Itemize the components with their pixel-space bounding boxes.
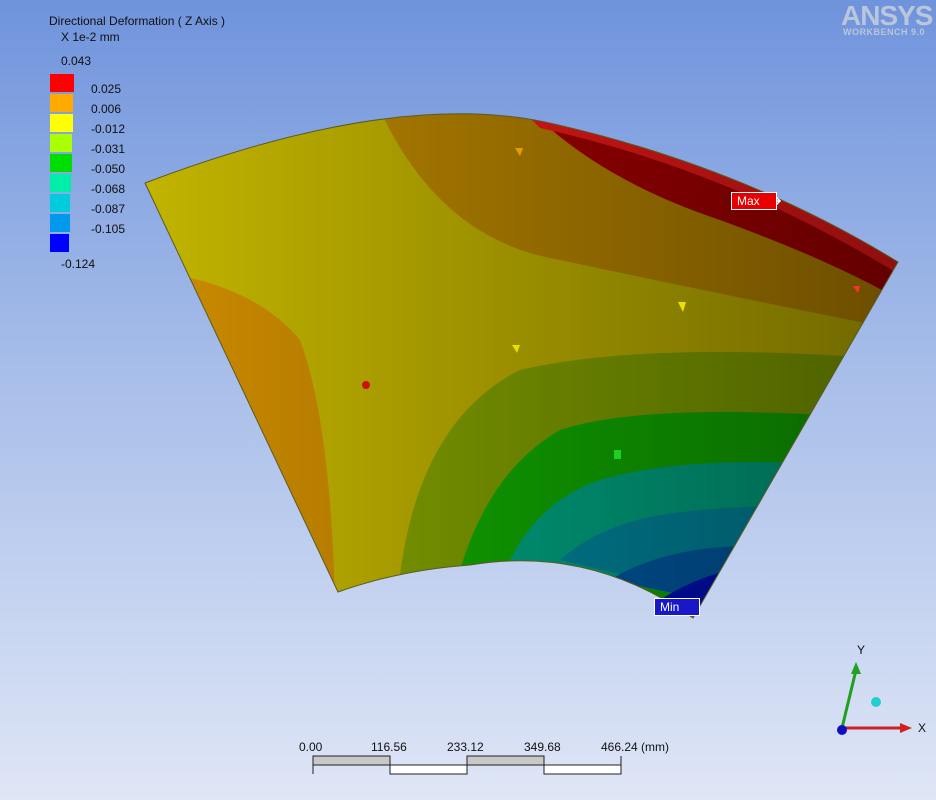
scale-tick-label: 466.24 (mm) — [601, 740, 670, 754]
legend-color-band — [50, 74, 74, 92]
node-marker — [678, 302, 686, 312]
scale-tick-label: 116.56 — [371, 740, 407, 754]
legend-band-label: -0.068 — [91, 182, 126, 196]
legend-color-band — [50, 174, 71, 192]
legend-color-band — [50, 154, 72, 172]
legend-max-value: 0.043 — [61, 54, 92, 68]
view-center-ball[interactable] — [871, 697, 881, 707]
contour-bands — [145, 113, 898, 619]
legend-color-band — [50, 134, 73, 152]
legend-band-label: -0.012 — [91, 122, 126, 136]
scale-bar-graphic — [312, 755, 622, 775]
legend-band-label: 0.025 — [91, 82, 122, 96]
legend-band-label: 0.006 — [91, 102, 122, 116]
node-marker — [512, 345, 520, 353]
scale-tick-label: 0.00 — [299, 740, 323, 754]
max-probe-label[interactable]: Max — [731, 192, 777, 210]
axis-triad[interactable]: Y X — [820, 640, 930, 740]
legend-color-band — [50, 114, 73, 132]
legend-color-band — [50, 234, 70, 252]
legend-color-band — [50, 214, 70, 232]
node-marker — [515, 148, 523, 156]
legend-band-label: -0.050 — [91, 162, 126, 176]
y-axis-line — [840, 669, 858, 729]
legend-min-value: -0.124 — [61, 257, 96, 271]
node-marker — [853, 286, 860, 293]
min-probe-label[interactable]: Min — [654, 598, 700, 616]
legend-band-label: -0.031 — [91, 142, 126, 156]
legend-color-band — [50, 194, 71, 212]
y-axis-label: Y — [857, 643, 865, 657]
sector-outline — [144, 113, 899, 619]
x-axis-label: X — [918, 721, 926, 735]
y-axis-arrow — [851, 662, 861, 674]
scale-tick-label: 349.68 — [524, 740, 561, 754]
logo-name: ANSYS — [841, 0, 933, 31]
scale-tick-label: 233.12 — [447, 740, 484, 754]
probe-marker — [362, 381, 370, 389]
legend-band-label: -0.087 — [91, 202, 126, 216]
legend-band-label: -0.105 — [91, 222, 126, 236]
legend-units: X 1e-2 mm — [61, 30, 120, 44]
legend-title: Directional Deformation ( Z Axis ) — [49, 14, 226, 28]
node-marker — [614, 450, 621, 459]
logo-sub: WORKBENCH 9.0 — [843, 27, 926, 37]
z-axis-dot — [837, 725, 847, 735]
x-axis-arrow — [900, 723, 912, 733]
legend-color-band — [50, 94, 74, 112]
